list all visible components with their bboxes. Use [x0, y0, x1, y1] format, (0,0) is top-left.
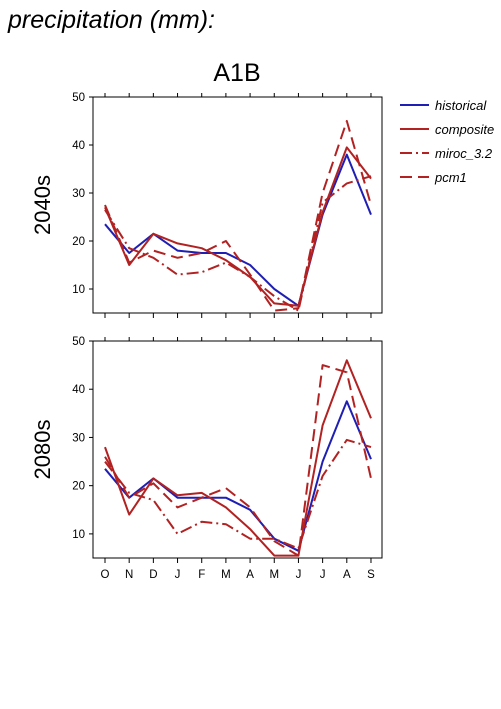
legend-label: historical: [435, 98, 487, 113]
series-line-miroc_3.2: [104, 438, 372, 550]
panel-2080s: 10 20 30 40 50 O N D J F M A M J J A S 2080s: [30, 336, 383, 581]
x-tick-label: O: [101, 569, 110, 581]
x-tick-label: D: [149, 569, 157, 581]
x-tick-label: M: [269, 569, 279, 581]
series-line-pcm1: [104, 120, 372, 312]
x-tick-label: F: [198, 569, 205, 581]
x-tick-label: A: [343, 569, 351, 581]
legend-label: miroc_3.2: [435, 146, 493, 161]
series-line-composite: [104, 146, 372, 307]
legend-label: pcm1: [434, 170, 467, 185]
legend-item-historical: historical: [400, 98, 487, 113]
panel-2040s: 10 20 30 40 50 2040s: [30, 92, 383, 318]
plot-frame: [92, 340, 383, 559]
panel-ylabel: 2040s: [30, 175, 55, 235]
y-tick-label: 30: [72, 432, 85, 444]
series-line-composite: [104, 359, 372, 557]
legend-item-composite: composite: [400, 122, 494, 137]
y-tick-label: 30: [72, 188, 85, 200]
legend: historical composite miroc_3.2 pcm1: [400, 98, 494, 185]
y-tick-label: 20: [72, 236, 85, 248]
x-tick-label: J: [175, 569, 181, 581]
x-tick-label: J: [296, 569, 302, 581]
y-tick-label: 50: [72, 336, 85, 348]
page-title: precipitation (mm):: [8, 6, 215, 34]
x-tick-label: J: [320, 569, 326, 581]
scenario-title: A1B: [213, 59, 260, 87]
y-tick-label: 10: [72, 529, 85, 541]
series-line-pcm1: [104, 364, 372, 557]
legend-item-miroc_3.2: miroc_3.2: [400, 146, 493, 161]
plot-frame: [92, 96, 383, 314]
x-tick-label: A: [246, 569, 254, 581]
series-line-historical: [104, 400, 372, 552]
x-tick-label: M: [221, 569, 231, 581]
series-line-miroc_3.2: [104, 175, 372, 312]
y-tick-label: 40: [72, 140, 85, 152]
series-line-historical: [104, 153, 372, 307]
x-tick-label: N: [125, 569, 133, 581]
legend-item-pcm1: pcm1: [400, 170, 467, 185]
x-tick-label: S: [367, 569, 375, 581]
y-tick-label: 20: [72, 481, 85, 493]
y-tick-label: 50: [72, 92, 85, 104]
y-tick-label: 10: [72, 284, 85, 296]
panel-ylabel: 2080s: [30, 420, 55, 480]
y-tick-label: 40: [72, 384, 85, 396]
panels: 10 20 30 40 50 2040s 10 20 30 40 50 O N D J F M A M J J A S 208…: [30, 92, 383, 581]
legend-label: composite: [435, 122, 494, 137]
